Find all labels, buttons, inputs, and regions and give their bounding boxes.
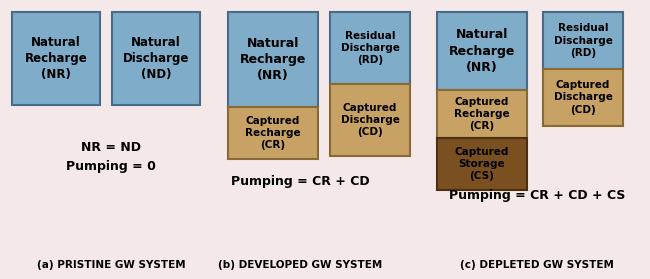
- Text: Captured
Recharge
(CR): Captured Recharge (CR): [245, 116, 301, 150]
- Bar: [112, 12, 200, 105]
- Text: Captured
Storage
(CS): Captured Storage (CS): [455, 146, 509, 181]
- Bar: [543, 69, 623, 126]
- Bar: [437, 138, 527, 190]
- Bar: [437, 12, 527, 90]
- Text: NR = ND
Pumping = 0: NR = ND Pumping = 0: [66, 141, 156, 173]
- Text: Residual
Discharge
(RD): Residual Discharge (RD): [341, 31, 400, 65]
- Text: (b) DEVELOPED GW SYSTEM: (b) DEVELOPED GW SYSTEM: [218, 260, 382, 270]
- Bar: [228, 107, 318, 159]
- Text: Captured
Recharge
(CR): Captured Recharge (CR): [454, 97, 510, 131]
- Text: Natural
Recharge
(NR): Natural Recharge (NR): [240, 37, 306, 82]
- Bar: [12, 12, 100, 105]
- Text: Captured
Discharge
(CD): Captured Discharge (CD): [341, 103, 400, 137]
- Text: Captured
Discharge
(CD): Captured Discharge (CD): [554, 80, 612, 115]
- Text: Pumping = CR + CD + CS: Pumping = CR + CD + CS: [448, 189, 625, 202]
- Bar: [228, 12, 318, 107]
- Text: Residual
Discharge
(RD): Residual Discharge (RD): [554, 23, 612, 58]
- Bar: [543, 12, 623, 69]
- Text: Pumping = CR + CD: Pumping = CR + CD: [231, 175, 369, 188]
- Text: Natural
Recharge
(NR): Natural Recharge (NR): [448, 28, 515, 73]
- Bar: [437, 90, 527, 138]
- Text: Natural
Discharge
(ND): Natural Discharge (ND): [123, 36, 189, 81]
- Bar: [330, 12, 410, 84]
- Text: (c) DEPLETED GW SYSTEM: (c) DEPLETED GW SYSTEM: [460, 260, 614, 270]
- Text: Natural
Recharge
(NR): Natural Recharge (NR): [25, 36, 87, 81]
- Text: (a) PRISTINE GW SYSTEM: (a) PRISTINE GW SYSTEM: [36, 260, 185, 270]
- Bar: [330, 84, 410, 156]
